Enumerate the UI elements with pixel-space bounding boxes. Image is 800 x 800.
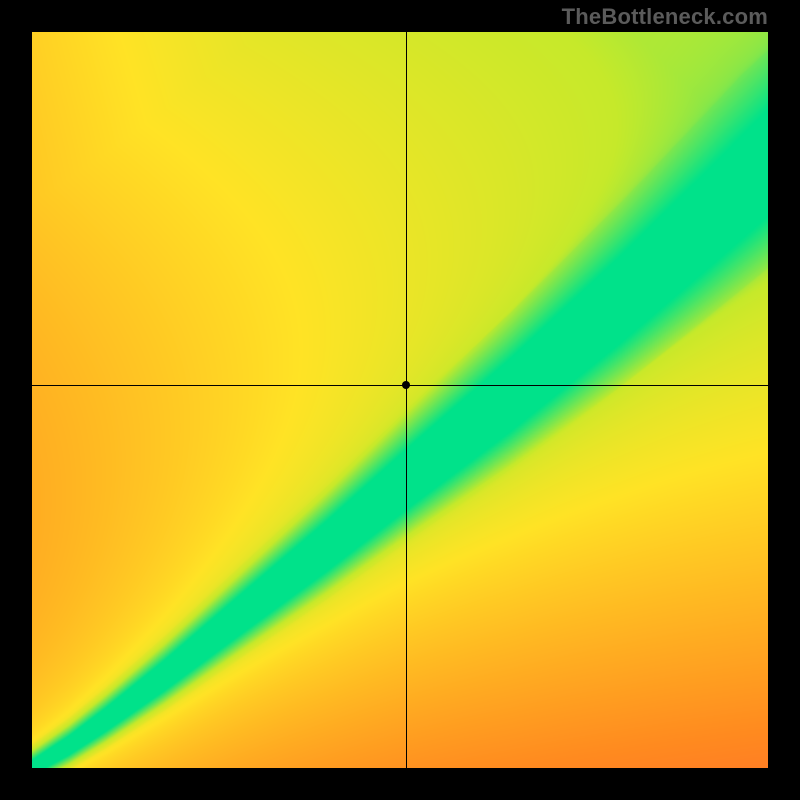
watermark-text: TheBottleneck.com (562, 4, 768, 30)
crosshair-vertical (406, 32, 407, 768)
heatmap-plot (32, 32, 768, 768)
chart-frame: { "watermark": { "text": "TheBottleneck.… (0, 0, 800, 800)
heatmap-canvas (32, 32, 768, 768)
crosshair-horizontal (32, 385, 768, 386)
crosshair-marker (402, 381, 410, 389)
